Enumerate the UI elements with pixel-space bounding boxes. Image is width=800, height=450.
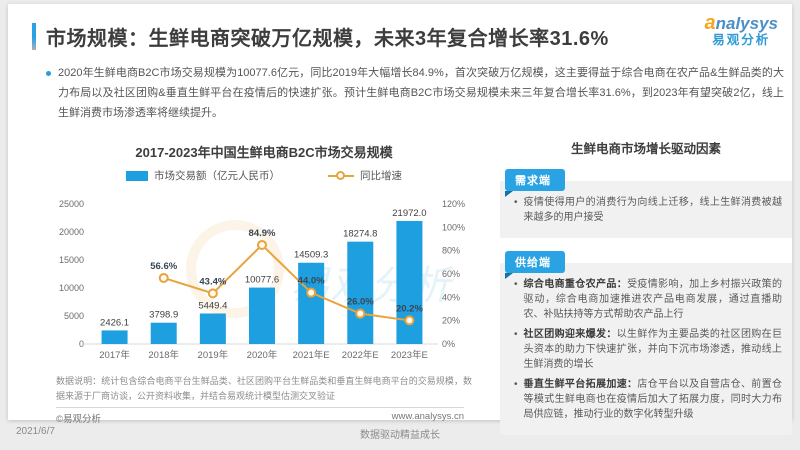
bullet-text: 店仓平台以及自营店仓、前置仓等模式生鲜电商也在疫情后加大了拓展力度，同时大力布局… bbox=[523, 379, 783, 420]
bullet-text: 以生鲜作为主要品类的社区团购在巨头资本的助力下快速扩张，并向下沉市场渗透，推动线… bbox=[523, 329, 783, 370]
page-date: 2021/6/7 bbox=[16, 426, 55, 437]
bar-value-label: 10077.6 bbox=[245, 275, 279, 286]
bullet-lead: 垂直生鲜平台拓展加速： bbox=[523, 379, 638, 390]
bar-value-label: 2426.1 bbox=[100, 317, 129, 328]
title-accent-bar bbox=[32, 23, 36, 50]
page-slogan: 数据驱动精益成长 bbox=[360, 430, 440, 441]
driver-section-supply: 供给端 • 综合电商重仓农产品：受疫情影响，加上乡村振兴政策的驱动，综合电商加速… bbox=[500, 251, 792, 435]
supply-box: • 综合电商重仓农产品：受疫情影响，加上乡村振兴政策的驱动，综合电商加速推进农产… bbox=[500, 263, 792, 435]
list-item: • 社区团购迎来爆发：以生鲜作为主要品类的社区团购在巨头资本的助力下快速扩张，并… bbox=[504, 327, 782, 372]
y2-axis-tick: 40% bbox=[442, 292, 460, 302]
legend-bar-label: 市场交易额（亿元人民币） bbox=[154, 170, 280, 182]
demand-tag: 需求端 bbox=[505, 169, 565, 197]
bar-2018年 bbox=[150, 322, 177, 344]
x-axis-label: 2023年E bbox=[391, 349, 428, 361]
line-marker-2018年 bbox=[158, 272, 169, 283]
y2-axis-tick: 20% bbox=[442, 316, 460, 326]
bar-value-label: 21972.0 bbox=[392, 208, 426, 219]
logo-wordmark: analysys bbox=[704, 12, 778, 34]
growth-value-label: 20.2% bbox=[396, 303, 423, 314]
market-size-chart: 易观分析 05000100001500020000250000%20%40%60… bbox=[59, 199, 465, 361]
growth-value-label: 84.9% bbox=[249, 228, 276, 239]
legend-line-swatch bbox=[328, 170, 354, 180]
line-marker-2019年 bbox=[207, 288, 218, 299]
bullet-lead: 社区团购迎来爆发： bbox=[523, 329, 617, 340]
growth-rate-line bbox=[163, 243, 410, 322]
logo-wordmark-rest: nalysys bbox=[715, 14, 778, 33]
line-marker-2020年 bbox=[257, 239, 267, 250]
bar-2020年 bbox=[249, 287, 275, 344]
header: 市场规模：生鲜电商突破万亿规模，未来3年复合增长率31.6% bbox=[32, 22, 609, 51]
drivers-title: 生鲜电商市场增长驱动因素 bbox=[570, 142, 721, 156]
list-item: • 疫情使得用户的消费行为向线上迁移，线上生鲜消费被越来越多的用户接受 bbox=[504, 195, 782, 225]
y-axis-tick: 10000 bbox=[59, 283, 84, 293]
bar-2019年 bbox=[199, 313, 226, 344]
bar-value-label: 5449.4 bbox=[198, 300, 227, 311]
bullet-dot: • bbox=[514, 329, 518, 340]
bullet-text: 疫情使得用户的消费行为向线上迁移，线上生鲜消费被越来越多的用户接受 bbox=[523, 197, 782, 223]
y-axis-tick: 5000 bbox=[64, 311, 84, 321]
slide-footer: ©易观分析 www.analysys.cn bbox=[56, 411, 464, 425]
bullet-dot: • bbox=[514, 197, 518, 208]
x-axis-label: 2022年E bbox=[342, 349, 379, 361]
drivers-panel: 生鲜电商市场增长驱动因素 需求端 • 疫情使得用户的消费行为向线上迁移，线上生鲜… bbox=[500, 138, 792, 448]
y2-axis-tick: 0% bbox=[442, 339, 455, 349]
growth-value-label: 43.4% bbox=[199, 276, 226, 287]
x-axis-label: 2018年 bbox=[148, 349, 179, 361]
bar-2022年E bbox=[347, 241, 374, 344]
x-axis-label: 2021年E bbox=[293, 349, 330, 361]
data-note: 数据说明：统计包含综合电商平台生鲜品类、社区团购平台生鲜品类和垂直生鲜电商平台的… bbox=[56, 376, 472, 401]
line-marker-2021年E bbox=[306, 287, 317, 298]
bar-2017年 bbox=[101, 330, 128, 344]
legend-line-label: 同比增速 bbox=[360, 170, 402, 182]
analysys-logo: analysys 易观分析 bbox=[704, 12, 778, 48]
bar-value-label: 14509.3 bbox=[294, 250, 328, 261]
y2-axis-tick: 60% bbox=[442, 269, 460, 279]
copyright-text: ©易观分析 bbox=[56, 414, 101, 425]
x-axis-label: 2019年 bbox=[198, 349, 229, 361]
bar-2021年E bbox=[298, 262, 325, 344]
footer-divider bbox=[56, 407, 464, 408]
x-axis-label: 2020年 bbox=[247, 349, 278, 361]
bar-value-label: 3798.9 bbox=[149, 310, 178, 321]
line-marker-2023年E bbox=[404, 315, 415, 326]
driver-section-demand: 需求端 • 疫情使得用户的消费行为向线上迁移，线上生鲜消费被越来越多的用户接受 bbox=[500, 169, 792, 238]
y-axis-tick: 20000 bbox=[59, 227, 84, 237]
y2-axis-tick: 80% bbox=[442, 246, 460, 256]
supply-tag: 供给端 bbox=[505, 251, 565, 279]
chart-title: 2017-2023年中国生鲜电商B2C市场交易规模 bbox=[135, 145, 393, 160]
y2-axis-tick: 120% bbox=[442, 199, 465, 209]
report-slide: 市场规模：生鲜电商突破万亿规模，未来3年复合增长率31.6% analysys … bbox=[8, 4, 792, 435]
growth-value-label: 44.0% bbox=[298, 276, 325, 287]
bullet-text: 受疫情影响，加上乡村振兴政策的驱动，综合电商加速推进农产品电商发展，通过直播助农… bbox=[523, 279, 783, 320]
bar-value-label: 18274.8 bbox=[343, 229, 377, 240]
y-axis-tick: 25000 bbox=[59, 199, 84, 209]
y-axis-tick: 15000 bbox=[59, 255, 84, 265]
legend-bar-swatch bbox=[126, 170, 148, 181]
bullet-lead: 综合电商重仓农产品： bbox=[523, 279, 628, 290]
bullet-dot: • bbox=[514, 379, 518, 390]
intro-paragraph: 2020年生鲜电商B2C市场交易规模为10077.6亿元，同比2019年大幅增长… bbox=[46, 64, 784, 123]
chart-legend: 市场交易额（亿元人民币） 同比增速 bbox=[48, 168, 480, 183]
list-item: • 垂直生鲜平台拓展加速：店仓平台以及自营店仓、前置仓等模式生鲜电商也在疫情后加… bbox=[504, 377, 782, 422]
website-url: www.analysys.cn bbox=[391, 411, 464, 422]
list-item: • 综合电商重仓农产品：受疫情影响，加上乡村振兴政策的驱动，综合电商加速推进农产… bbox=[504, 277, 782, 322]
page-title: 市场规模：生鲜电商突破万亿规模，未来3年复合增长率31.6% bbox=[46, 28, 609, 50]
x-axis-label: 2017年 bbox=[99, 349, 130, 361]
bullet-dot: • bbox=[514, 279, 518, 290]
growth-value-label: 26.0% bbox=[347, 297, 374, 308]
logo-chinese-name: 易观分析 bbox=[712, 33, 771, 47]
y2-axis-tick: 100% bbox=[442, 222, 465, 232]
bar-2023年E bbox=[396, 220, 423, 344]
line-marker-2022年E bbox=[355, 308, 366, 319]
legend-item-line: 同比增速 bbox=[328, 168, 402, 183]
logo-a-glyph: a bbox=[704, 12, 716, 34]
growth-value-label: 56.6% bbox=[150, 261, 177, 272]
y-axis-tick: 0 bbox=[79, 339, 84, 349]
legend-item-bar: 市场交易额（亿元人民币） bbox=[126, 168, 280, 183]
